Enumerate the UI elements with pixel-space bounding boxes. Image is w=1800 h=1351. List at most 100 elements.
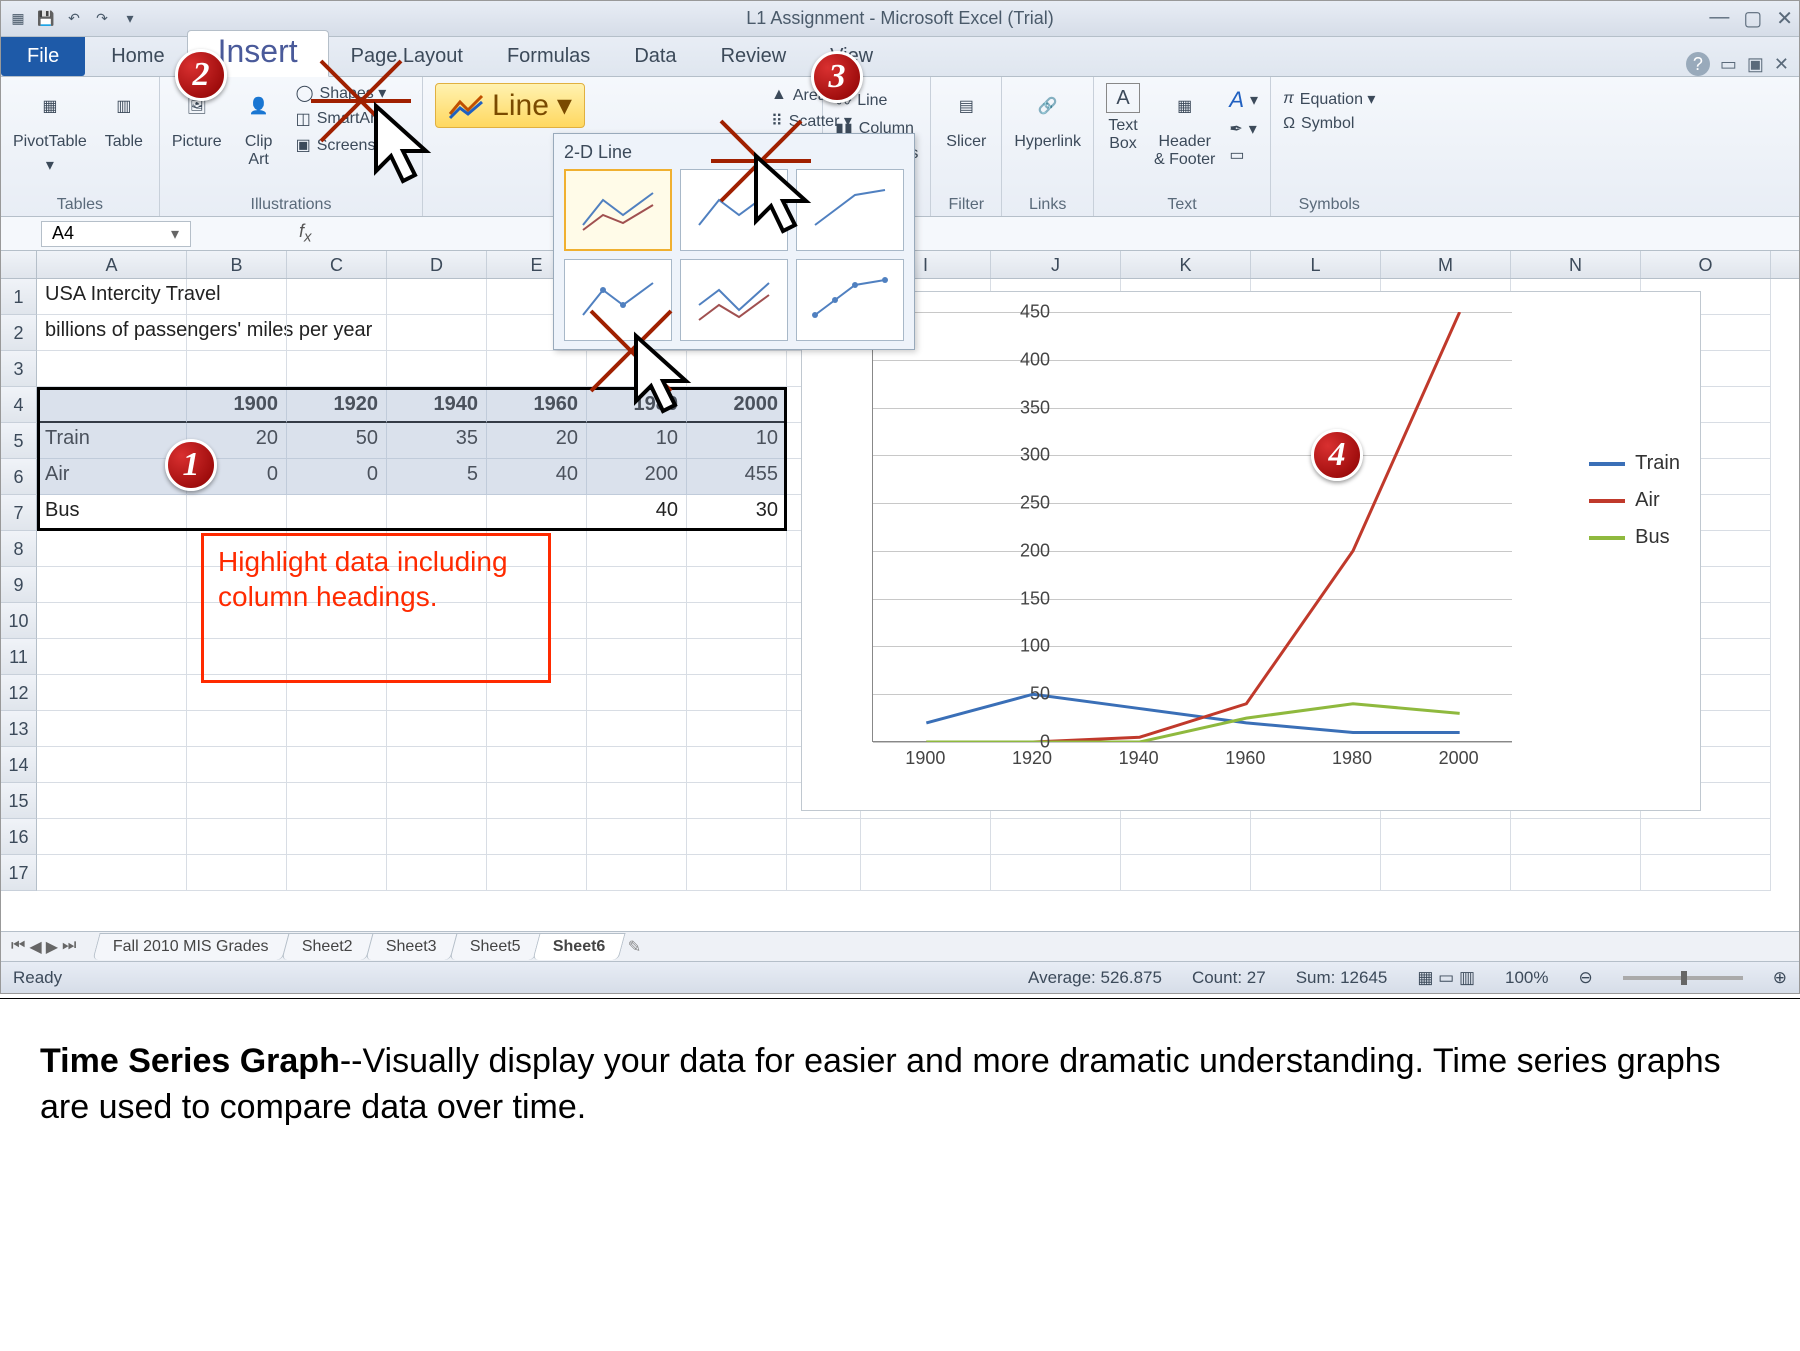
cell[interactable]: 40 — [487, 459, 587, 495]
new-sheet-button[interactable]: ✎ — [628, 937, 641, 957]
column-header[interactable]: M — [1381, 251, 1511, 278]
sheet-tab[interactable]: Sheet6 — [533, 933, 627, 960]
cell[interactable] — [587, 531, 687, 567]
textbox-button[interactable]: AText Box — [1106, 83, 1140, 153]
cell[interactable] — [387, 747, 487, 783]
excel-icon[interactable]: ▦ — [7, 8, 29, 30]
cell[interactable] — [687, 351, 787, 387]
cell[interactable] — [37, 351, 187, 387]
gallery-line-4[interactable] — [564, 259, 672, 341]
tab-review[interactable]: Review — [699, 37, 809, 76]
name-box[interactable] — [41, 221, 191, 247]
sheet-tab[interactable]: Sheet3 — [365, 933, 457, 960]
cell[interactable]: 1900 — [187, 387, 287, 423]
cell[interactable]: 200 — [587, 459, 687, 495]
cell[interactable] — [587, 639, 687, 675]
cell[interactable] — [487, 783, 587, 819]
cell[interactable]: USA Intercity Travel — [37, 279, 187, 315]
cell[interactable] — [37, 639, 187, 675]
cell[interactable] — [387, 315, 487, 351]
cell[interactable]: 35 — [387, 423, 487, 459]
cell[interactable]: 455 — [687, 459, 787, 495]
cell[interactable] — [287, 819, 387, 855]
cell[interactable] — [487, 819, 587, 855]
row-header[interactable]: 12 — [1, 675, 37, 711]
shapes-button[interactable]: ◯Shapes ▾ — [296, 83, 411, 103]
cell[interactable] — [37, 819, 187, 855]
cell[interactable] — [687, 603, 787, 639]
tab-home[interactable]: Home — [89, 37, 186, 76]
clipart-button[interactable]: 👤 Clip Art — [236, 83, 282, 169]
smartart-button[interactable]: ◫SmartArt — [296, 109, 411, 129]
cell[interactable] — [287, 855, 387, 891]
cell[interactable]: 10 — [687, 423, 787, 459]
cell[interactable]: 40 — [587, 495, 687, 531]
cell[interactable] — [37, 711, 187, 747]
cell[interactable] — [1251, 819, 1381, 855]
row-header[interactable]: 5 — [1, 423, 37, 459]
zoom-out-button[interactable]: ⊖ — [1579, 968, 1593, 988]
cell[interactable] — [861, 855, 991, 891]
cell[interactable] — [37, 603, 187, 639]
column-header[interactable]: C — [287, 251, 387, 278]
ribbon-minimize-icon[interactable]: ▭ — [1720, 54, 1737, 75]
row-header[interactable]: 8 — [1, 531, 37, 567]
row-header[interactable]: 16 — [1, 819, 37, 855]
cell[interactable]: 1940 — [387, 387, 487, 423]
file-tab[interactable]: File — [1, 37, 85, 76]
cell[interactable]: 20 — [487, 423, 587, 459]
line-chart-button[interactable]: Line▾ — [435, 83, 585, 128]
tab-formulas[interactable]: Formulas — [485, 37, 612, 76]
cell[interactable] — [37, 747, 187, 783]
row-header[interactable]: 1 — [1, 279, 37, 315]
cell[interactable] — [1511, 819, 1641, 855]
zoom-slider[interactable] — [1623, 976, 1743, 980]
cell[interactable] — [687, 567, 787, 603]
sheet-tab[interactable]: Fall 2010 MIS Grades — [93, 933, 290, 960]
sheet-tab[interactable]: Sheet2 — [281, 933, 373, 960]
cell[interactable] — [387, 855, 487, 891]
cell[interactable]: 5 — [387, 459, 487, 495]
cell[interactable]: 10 — [587, 423, 687, 459]
row-header[interactable]: 4 — [1, 387, 37, 423]
cell[interactable]: 1960 — [487, 387, 587, 423]
cell[interactable] — [37, 531, 187, 567]
cell[interactable] — [1511, 855, 1641, 891]
cell[interactable] — [187, 279, 287, 315]
row-header[interactable]: 10 — [1, 603, 37, 639]
cell[interactable] — [287, 783, 387, 819]
cell[interactable]: Bus — [37, 495, 187, 531]
cell[interactable]: 2000 — [687, 387, 787, 423]
cell[interactable] — [187, 351, 287, 387]
row-header[interactable]: 3 — [1, 351, 37, 387]
cell[interactable]: 30 — [687, 495, 787, 531]
undo-button[interactable]: ↶ — [63, 8, 85, 30]
row-header[interactable]: 17 — [1, 855, 37, 891]
help-icon[interactable]: ? — [1686, 52, 1710, 76]
column-header[interactable]: N — [1511, 251, 1641, 278]
cell[interactable] — [687, 747, 787, 783]
sheet-nav-first[interactable]: ⏮ — [11, 937, 25, 957]
embedded-line-chart[interactable]: TrainAirBus 0501001502002503003504004501… — [801, 291, 1701, 811]
cell[interactable] — [387, 711, 487, 747]
save-button[interactable]: 💾 — [35, 8, 57, 30]
cell[interactable] — [687, 819, 787, 855]
cell[interactable] — [687, 711, 787, 747]
cell[interactable] — [587, 819, 687, 855]
cell[interactable] — [287, 747, 387, 783]
cell[interactable] — [1641, 855, 1771, 891]
cell[interactable] — [487, 855, 587, 891]
close-button[interactable]: ✕ — [1776, 6, 1793, 31]
column-header[interactable]: L — [1251, 251, 1381, 278]
cell[interactable] — [487, 495, 587, 531]
cell[interactable] — [687, 639, 787, 675]
cell[interactable] — [687, 855, 787, 891]
column-header[interactable]: B — [187, 251, 287, 278]
sheet-nav-next[interactable]: ▶ — [46, 937, 58, 957]
cell[interactable] — [587, 747, 687, 783]
row-header[interactable]: 13 — [1, 711, 37, 747]
symbol-button[interactable]: ΩSymbol — [1283, 115, 1375, 133]
cell[interactable] — [387, 279, 487, 315]
cell[interactable] — [287, 351, 387, 387]
row-header[interactable]: 15 — [1, 783, 37, 819]
